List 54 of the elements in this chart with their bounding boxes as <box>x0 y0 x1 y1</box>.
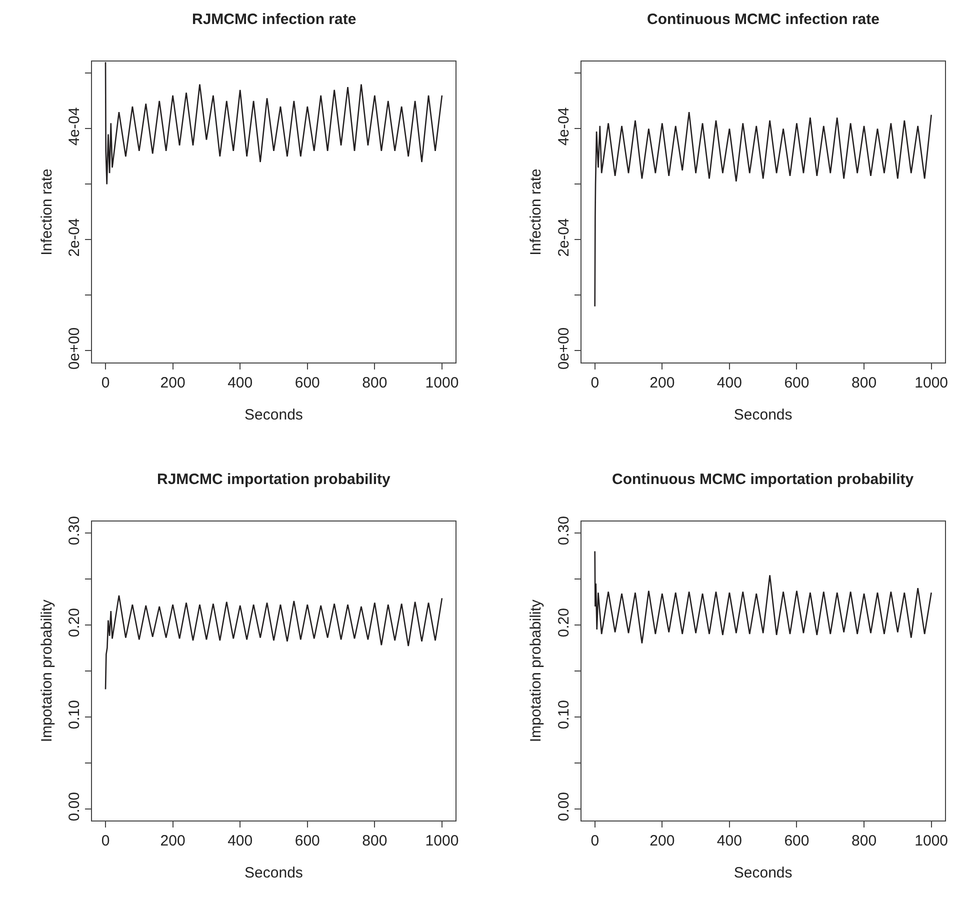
x-tick-label: 600 <box>294 374 320 392</box>
x-tick-label: 1000 <box>914 832 948 850</box>
line-series <box>594 111 932 307</box>
y-tick-label: 0.00 <box>555 792 572 822</box>
y-tick-label: 0.20 <box>555 608 572 638</box>
x-tick-label: 400 <box>716 832 742 850</box>
y-tick-label: 0.30 <box>555 516 572 546</box>
x-tick-label: 200 <box>160 832 186 850</box>
x-tick-label: 600 <box>784 374 810 392</box>
y-axis-title: Impotation probability <box>38 599 56 742</box>
x-axis-title: Seconds <box>734 864 792 882</box>
x-tick-label: 800 <box>362 374 388 392</box>
x-tick-label: 400 <box>716 374 742 392</box>
x-tick-label: 0 <box>590 832 600 850</box>
x-tick-label: 400 <box>228 374 253 392</box>
line-series <box>104 594 443 690</box>
x-tick-label: 200 <box>160 374 186 392</box>
x-tick-label: 400 <box>228 832 253 850</box>
x-tick-label: 600 <box>294 832 320 850</box>
y-tick-label: 0.00 <box>66 792 84 822</box>
y-tick-label: 0e+00 <box>66 327 84 370</box>
y-tick-label: 0.10 <box>555 700 572 730</box>
x-tick-label: 0 <box>590 374 600 392</box>
x-axis-title: Seconds <box>244 406 303 424</box>
line-series <box>104 62 443 185</box>
y-tick-label: 0.30 <box>66 516 84 546</box>
chart-title: Continuous MCMC importation probability <box>612 471 914 488</box>
y-tick-label: 2e-04 <box>66 218 84 257</box>
chart-title: RJMCMC importation probability <box>157 471 391 488</box>
x-tick-label: 800 <box>362 832 388 850</box>
y-tick-label: 2e-04 <box>555 218 572 257</box>
x-tick-label: 200 <box>650 832 675 850</box>
x-tick-label: 1000 <box>425 374 459 392</box>
x-axis-title: Seconds <box>244 864 303 882</box>
y-tick-label: 4e-04 <box>66 107 84 146</box>
y-axis-title: Infection rate <box>38 168 56 256</box>
x-tick-label: 0 <box>101 374 110 392</box>
y-tick-label: 0.20 <box>66 608 84 638</box>
y-tick-label: 0.10 <box>66 700 84 730</box>
x-tick-label: 1000 <box>914 374 948 392</box>
y-axis-title: Impotation probability <box>528 599 545 742</box>
y-axis-title: Infection rate <box>528 168 545 256</box>
x-tick-label: 1000 <box>425 832 459 850</box>
chart-title: Continuous MCMC infection rate <box>647 11 880 28</box>
y-tick-label: 0e+00 <box>555 327 572 370</box>
y-tick-label: 4e-04 <box>555 107 572 146</box>
x-tick-label: 600 <box>784 832 810 850</box>
x-tick-label: 200 <box>650 374 675 392</box>
line-series <box>594 550 932 644</box>
x-axis-title: Seconds <box>734 406 792 424</box>
x-tick-label: 800 <box>852 832 877 850</box>
x-tick-label: 800 <box>852 374 877 392</box>
chart-title: RJMCMC infection rate <box>192 11 356 28</box>
x-tick-label: 0 <box>101 832 110 850</box>
